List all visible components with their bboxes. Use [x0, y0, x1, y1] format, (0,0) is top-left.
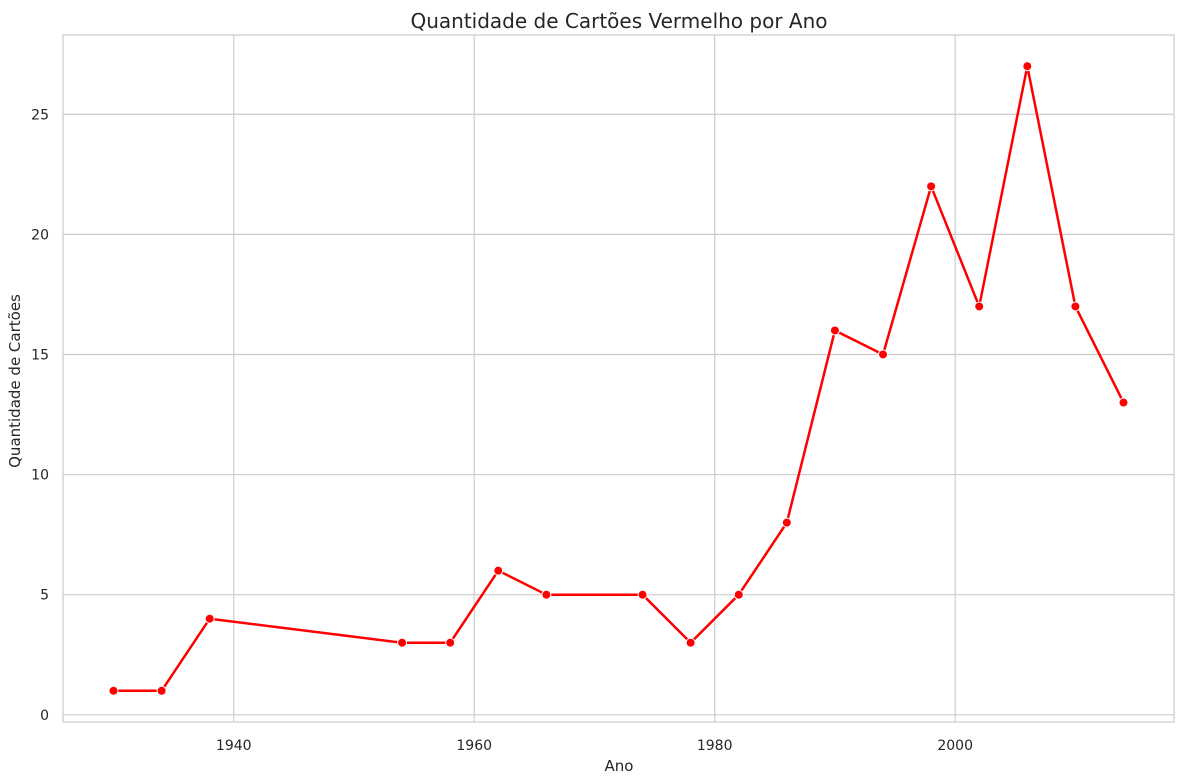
data-point: [829, 325, 840, 336]
data-point: [878, 349, 889, 360]
data-point: [1070, 301, 1081, 312]
data-point: [685, 637, 696, 648]
y-axis-ticks: 0 5 10 15 20 25: [31, 107, 49, 724]
data-point: [541, 589, 552, 600]
data-point: [637, 589, 648, 600]
data-point: [974, 301, 985, 312]
x-tick-label: 1960: [456, 738, 492, 754]
x-axis-ticks: 1940 1960 1980 2000: [216, 738, 973, 754]
data-point: [1022, 61, 1033, 72]
y-tick-label: 15: [31, 347, 49, 363]
y-tick-label: 10: [31, 468, 49, 484]
x-tick-label: 2000: [937, 738, 973, 754]
y-axis-label: Quantidade de Cartões: [6, 294, 24, 468]
data-point: [108, 685, 119, 696]
x-axis-label: Ano: [605, 757, 634, 775]
chart-title: Quantidade de Cartões Vermelho por Ano: [410, 9, 827, 33]
y-tick-label: 0: [40, 708, 49, 724]
data-point: [1118, 397, 1129, 408]
series-points: [108, 61, 1129, 696]
data-point: [733, 589, 744, 600]
x-tick-label: 1980: [697, 738, 733, 754]
data-point: [781, 517, 792, 528]
data-point: [156, 685, 167, 696]
data-point: [445, 637, 456, 648]
series-line: [112, 64, 1125, 693]
x-tick-label: 1940: [216, 738, 252, 754]
data-point: [397, 637, 408, 648]
data-point: [204, 613, 215, 624]
data-point: [926, 181, 937, 192]
y-tick-label: 5: [40, 588, 49, 604]
y-tick-label: 25: [31, 107, 49, 123]
plot-area-frame: [62, 34, 1175, 723]
y-tick-label: 20: [31, 227, 49, 243]
data-point: [493, 565, 504, 576]
